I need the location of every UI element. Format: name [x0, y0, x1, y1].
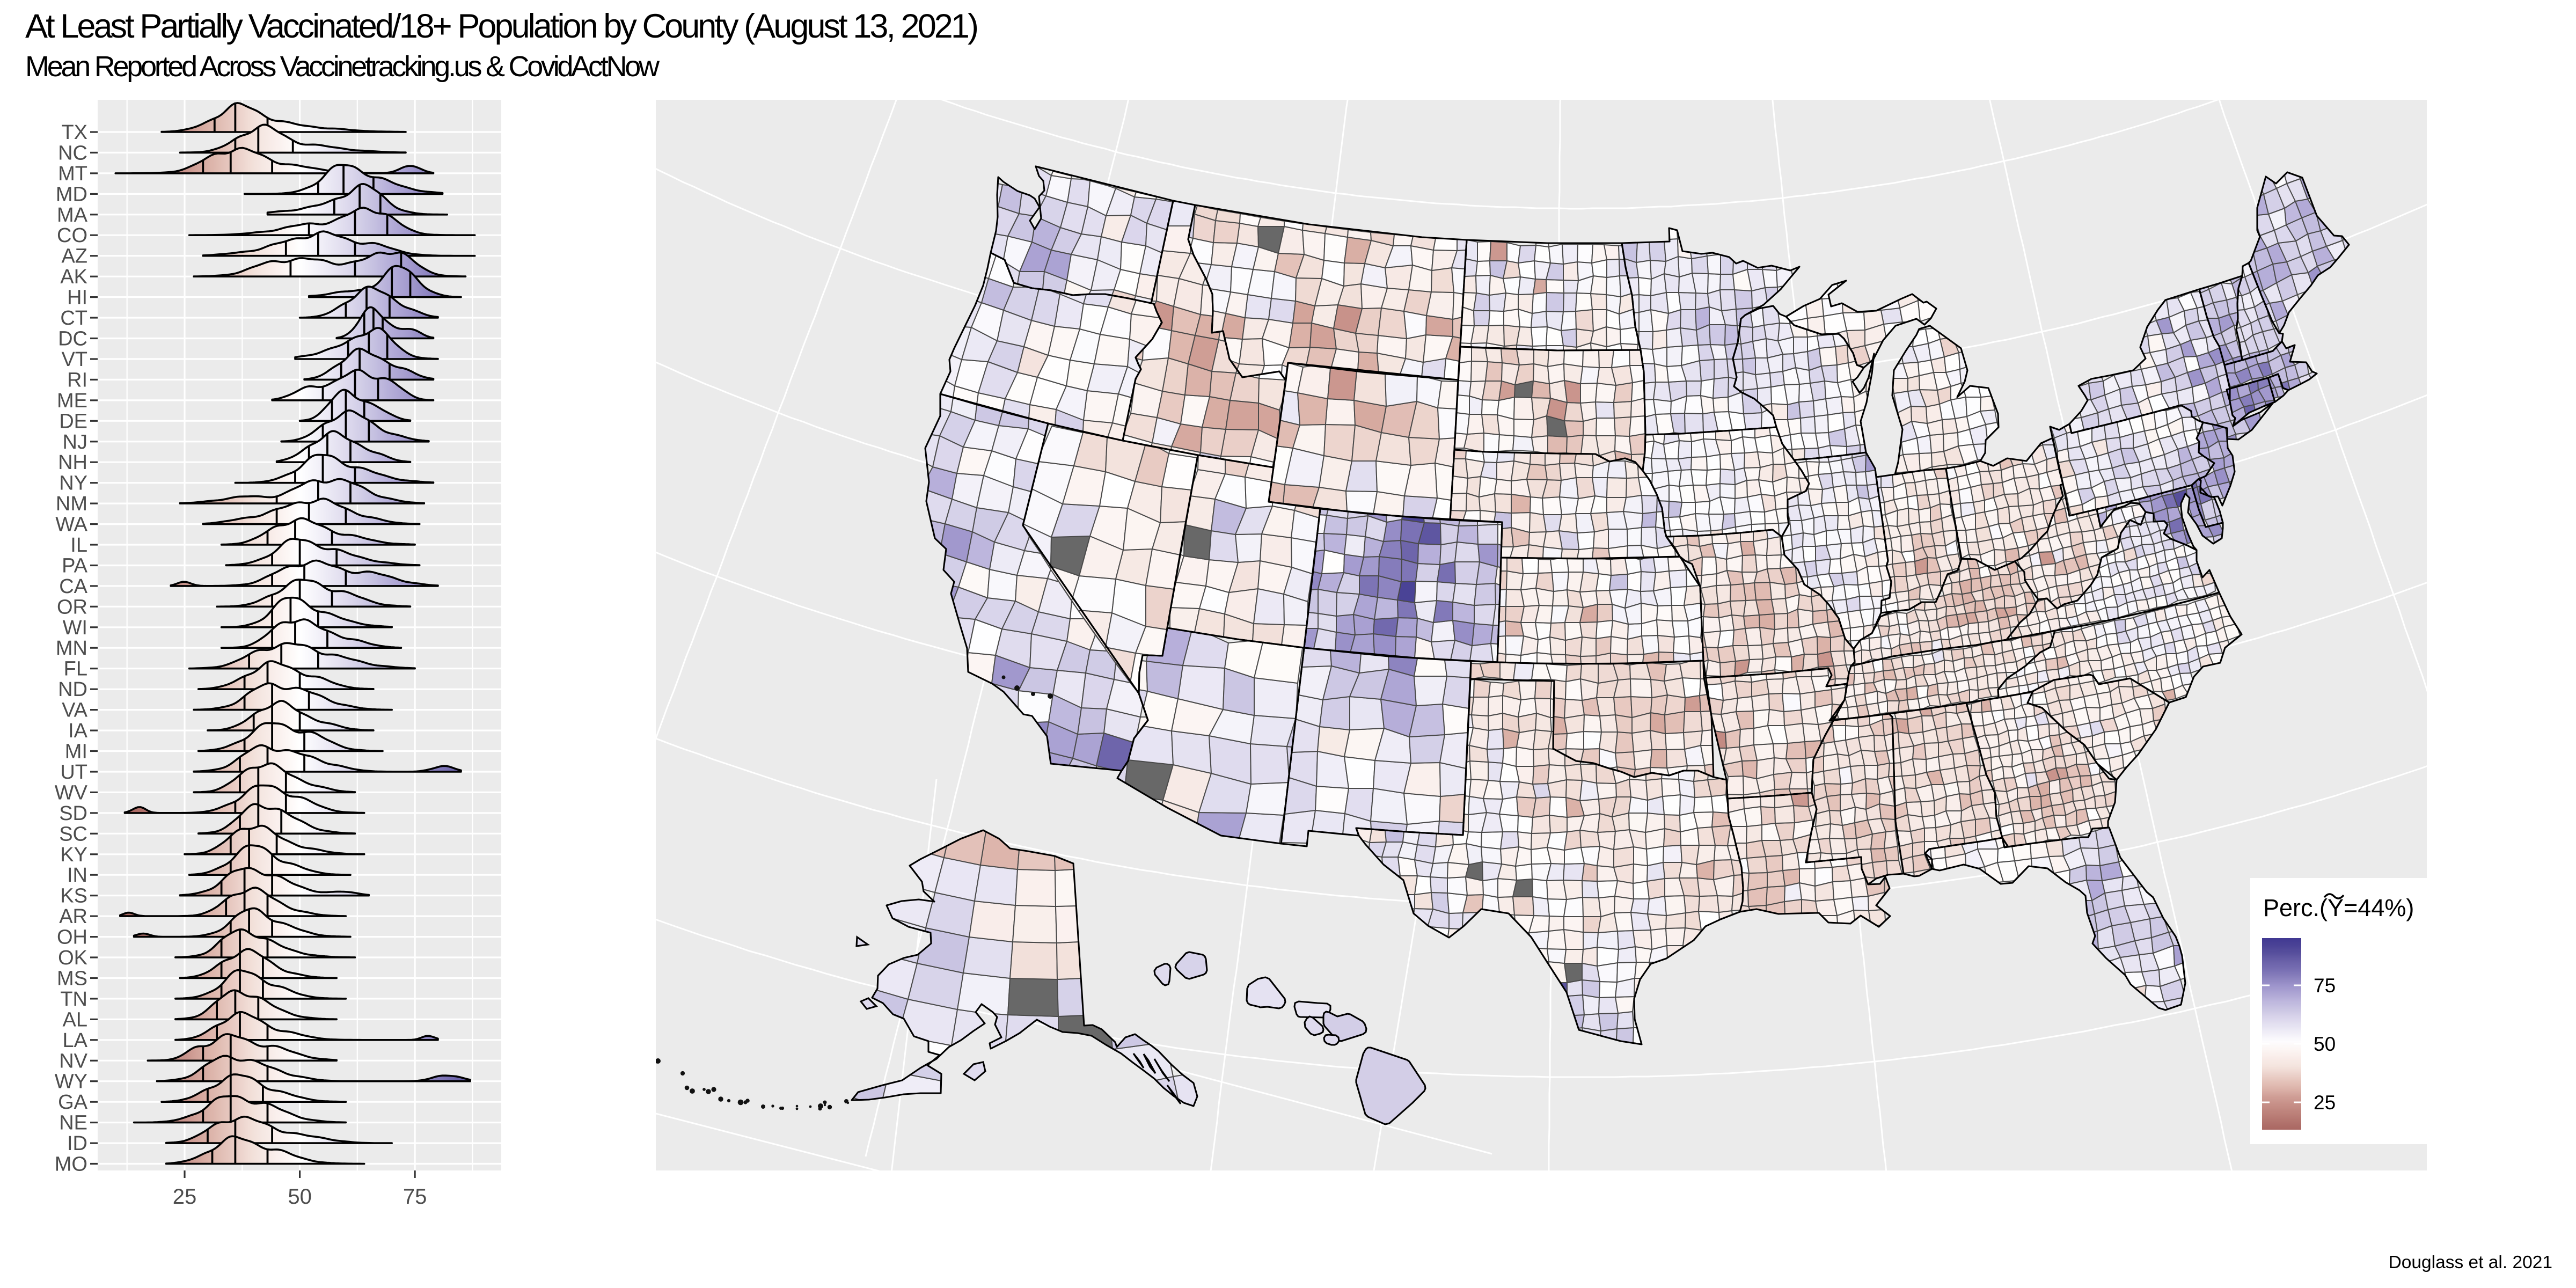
svg-text:NV: NV: [59, 1050, 87, 1072]
svg-text:VA: VA: [62, 699, 88, 722]
svg-text:IA: IA: [68, 720, 88, 742]
svg-text:UT: UT: [60, 761, 87, 784]
svg-text:PA: PA: [62, 555, 88, 577]
svg-text:DE: DE: [59, 410, 87, 433]
svg-text:WA: WA: [55, 514, 87, 536]
svg-text:Douglass et al. 2021: Douglass et al. 2021: [2389, 1253, 2552, 1272]
svg-text:ND: ND: [58, 678, 87, 701]
svg-text:CO: CO: [57, 224, 87, 247]
svg-text:WV: WV: [55, 781, 88, 804]
svg-text:TX: TX: [61, 121, 87, 144]
svg-text:MD: MD: [56, 183, 87, 206]
svg-text:MS: MS: [57, 968, 87, 990]
svg-text:NY: NY: [59, 472, 87, 495]
svg-text:RI: RI: [67, 369, 87, 391]
svg-text:At Least Partially Vaccinated/: At Least Partially Vaccinated/18+ Popula…: [25, 8, 979, 45]
svg-text:AR: AR: [59, 905, 87, 928]
svg-text:MA: MA: [57, 204, 88, 226]
svg-text:CT: CT: [60, 307, 87, 330]
svg-text:AL: AL: [63, 1008, 87, 1031]
svg-text:OH: OH: [57, 926, 87, 949]
svg-text:SD: SD: [59, 802, 87, 825]
svg-text:NE: NE: [59, 1112, 87, 1135]
svg-text:NC: NC: [58, 142, 87, 164]
svg-text:ME: ME: [57, 390, 87, 412]
svg-text:HI: HI: [67, 287, 87, 309]
svg-text:IN: IN: [67, 864, 87, 887]
svg-text:CA: CA: [59, 575, 87, 598]
svg-text:AZ: AZ: [61, 245, 87, 268]
svg-text:KS: KS: [60, 885, 87, 908]
svg-text:NM: NM: [56, 493, 87, 515]
svg-text:75: 75: [2314, 975, 2336, 997]
svg-text:WY: WY: [55, 1071, 87, 1093]
svg-text:FL: FL: [64, 658, 87, 680]
svg-text:KY: KY: [60, 844, 87, 866]
svg-text:IL: IL: [70, 534, 87, 557]
svg-text:25: 25: [2314, 1092, 2336, 1114]
svg-text:50: 50: [288, 1185, 312, 1209]
svg-text:WI: WI: [63, 617, 87, 639]
svg-text:ID: ID: [67, 1132, 87, 1155]
svg-text:MN: MN: [56, 637, 87, 660]
svg-text:Mean Reported Across Vaccinetr: Mean Reported Across Vaccinetracking.us …: [25, 50, 660, 83]
svg-text:MI: MI: [65, 741, 87, 763]
svg-text:25: 25: [173, 1185, 197, 1209]
svg-text:TN: TN: [60, 988, 87, 1011]
svg-text:LA: LA: [63, 1029, 88, 1052]
svg-text:DC: DC: [58, 328, 87, 350]
svg-text:NJ: NJ: [63, 431, 87, 453]
svg-text:OK: OK: [58, 947, 87, 969]
svg-text:OR: OR: [57, 596, 87, 618]
svg-text:75: 75: [403, 1185, 427, 1209]
svg-text:VT: VT: [61, 348, 87, 371]
svg-text:MO: MO: [55, 1153, 87, 1176]
svg-text:NH: NH: [58, 451, 87, 474]
svg-text:50: 50: [2314, 1033, 2336, 1055]
svg-text:GA: GA: [58, 1091, 88, 1114]
svg-text:MT: MT: [58, 163, 87, 185]
svg-text:AK: AK: [60, 266, 87, 288]
svg-text:SC: SC: [59, 823, 87, 845]
